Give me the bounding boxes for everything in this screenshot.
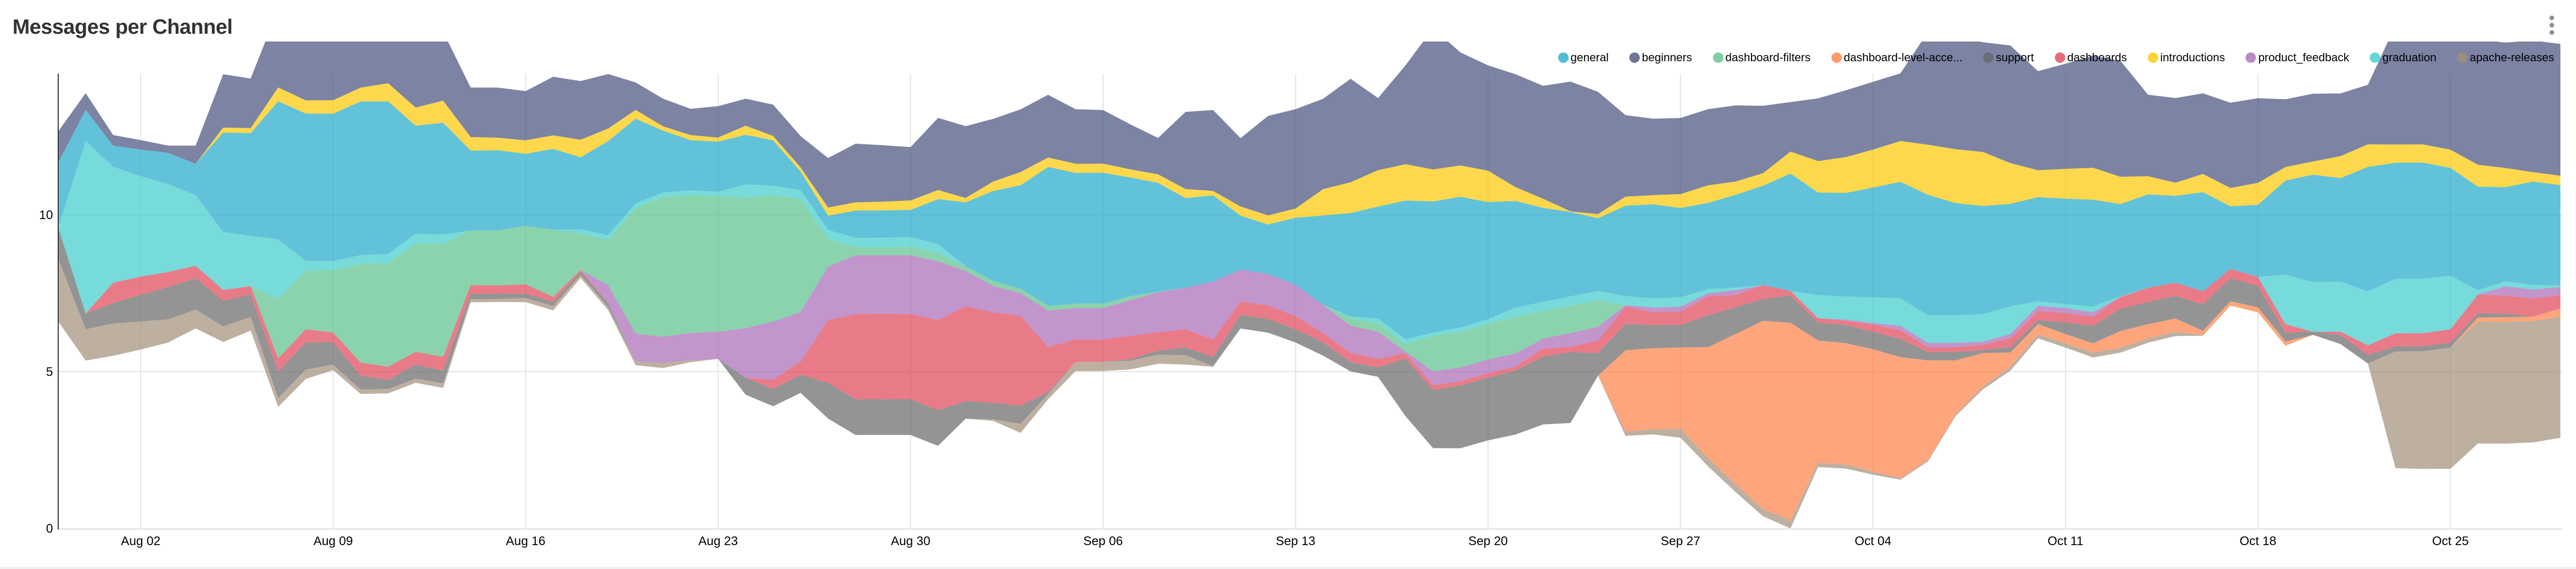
x-tick-label: Sep 06	[1083, 534, 1123, 548]
area-general[interactable]	[58, 101, 2560, 340]
legend-dot-icon	[2457, 52, 2468, 63]
legend-item-product-feedback[interactable]: product_feedback	[2246, 51, 2349, 64]
x-tick-label: Aug 30	[891, 534, 931, 548]
legend-item-general[interactable]: general	[1558, 51, 1609, 64]
legend-item-support[interactable]: support	[1983, 51, 2034, 64]
x-tick-label: Aug 16	[506, 534, 546, 548]
area-support[interactable]	[58, 227, 2560, 449]
legend-dot-icon	[1712, 52, 1723, 63]
x-tick-label: Aug 09	[313, 534, 353, 548]
area-dashboard-filters[interactable]	[58, 195, 2560, 372]
legend-label: general	[1570, 51, 1609, 64]
legend-label: support	[1996, 51, 2034, 64]
legend-label: beginners	[1642, 51, 1692, 64]
x-tick-label: Oct 18	[2239, 534, 2276, 548]
stream-areas	[58, 6, 2560, 529]
y-tick-label: 10	[39, 208, 53, 222]
x-tick-label: Aug 23	[698, 534, 738, 548]
legend-dot-icon	[1558, 52, 1569, 63]
legend-label: graduation	[2382, 51, 2437, 64]
x-tick-label: Aug 02	[121, 534, 161, 548]
legend-label: apache-releases	[2469, 51, 2554, 64]
chart-title: Messages per Channel	[12, 16, 233, 38]
y-tick-label: 5	[46, 365, 53, 379]
x-tick-label: Sep 13	[1276, 534, 1315, 548]
x-tick-label: Oct 25	[2432, 534, 2469, 548]
legend-item-dashboard-level-acce[interactable]: dashboard-level-acce...	[1831, 51, 1963, 64]
legend-item-apache-releases[interactable]: apache-releases	[2457, 51, 2554, 64]
x-tick-label: Sep 20	[1468, 534, 1508, 548]
legend-dot-icon	[2147, 52, 2158, 63]
legend-label: dashboards	[2067, 51, 2127, 64]
legend-item-introductions[interactable]: introductions	[2147, 51, 2225, 64]
legend-label: introductions	[2160, 51, 2225, 64]
x-tick-label: Oct 11	[2048, 534, 2083, 548]
legend-dot-icon	[2246, 52, 2256, 63]
area-product-feedback[interactable]	[58, 227, 2560, 385]
area-graduation[interactable]	[58, 141, 2560, 346]
bottom-border	[0, 567, 2576, 569]
axes: Aug 02 Aug 09 Aug 16 Aug 23 Aug 30 Sep 06 Sep …	[39, 74, 2562, 548]
x-tick-label: Sep 27	[1661, 534, 1700, 548]
legend-dot-icon	[2054, 52, 2065, 63]
y-tick-label: 0	[46, 522, 53, 536]
legend-item-beginners[interactable]: beginners	[1629, 51, 1692, 64]
legend-item-dashboards[interactable]: dashboards	[2054, 51, 2127, 64]
legend-item-dashboard-filters[interactable]: dashboard-filters	[1712, 51, 1811, 64]
kebab-menu-icon[interactable]	[2547, 16, 2556, 35]
area-dashboards[interactable]	[58, 227, 2560, 410]
legend-dot-icon	[1831, 52, 1842, 63]
legend-item-graduation[interactable]: graduation	[2370, 51, 2436, 64]
x-tick-label: Oct 04	[1855, 534, 1892, 548]
legend-dot-icon	[2370, 52, 2381, 63]
area-beginners[interactable]	[58, 6, 2560, 215]
legend-label: dashboard-filters	[1725, 51, 1811, 64]
legend-label: dashboard-level-acce...	[1843, 51, 1963, 64]
legend-label: product_feedback	[2258, 51, 2349, 64]
legend-dot-icon	[1983, 52, 1994, 63]
legend-dot-icon	[1629, 52, 1640, 63]
legend: general beginners dashboard-filters dashboa…	[1537, 51, 2554, 64]
area-introductions[interactable]	[58, 83, 2560, 225]
